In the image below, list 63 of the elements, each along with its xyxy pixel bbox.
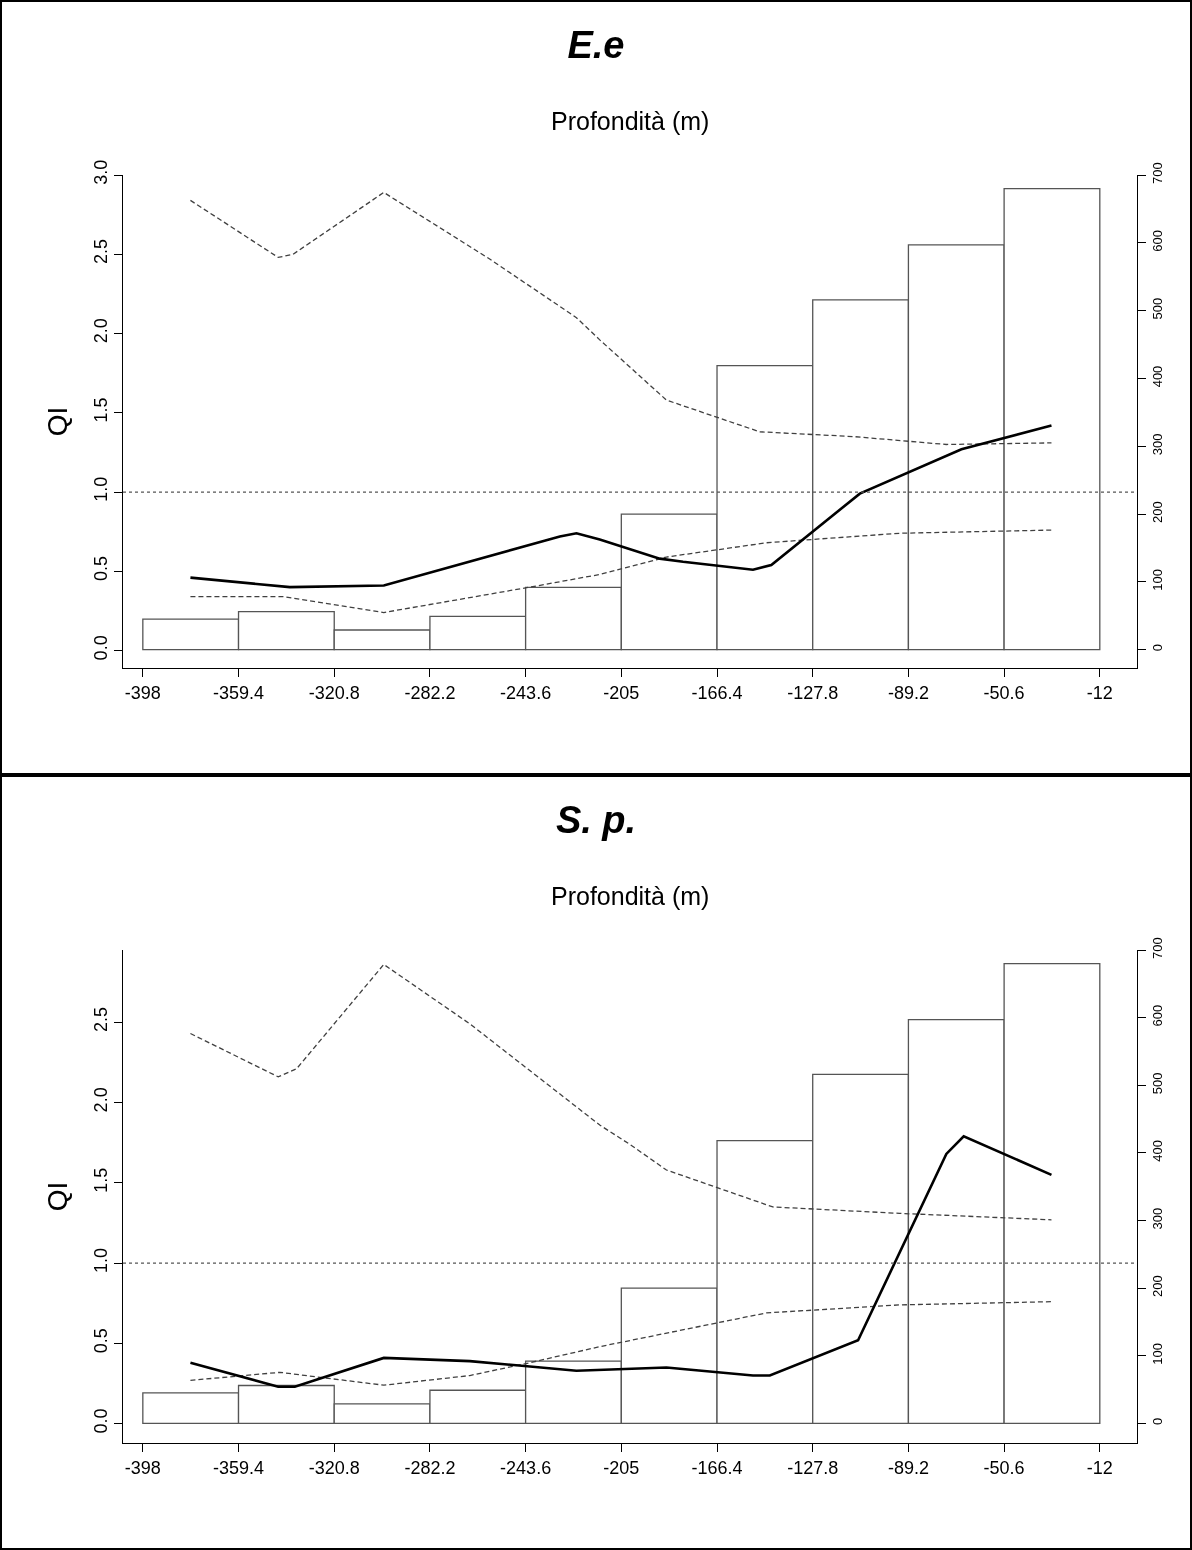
y2-tick-label: 500 [1149,1072,1165,1095]
y2-tick-label: 600 [1149,230,1165,252]
y-tick-label: 2.5 [90,239,111,265]
y2-tick-label: 400 [1149,1140,1165,1162]
x-tick-label: -50.6 [983,1457,1025,1478]
y-tick-label: 0.5 [90,556,111,582]
y-tick-label: 1.5 [90,397,111,423]
line-series [189,1134,1053,1389]
x-tick-label: -398 [124,1457,161,1478]
y2-tick-label: 100 [1149,569,1165,591]
x-tick-label: -89.2 [887,682,929,703]
chart-title: E.e [567,24,625,67]
y2-tick-label: 500 [1149,297,1165,320]
x-tick-label: -166.4 [691,682,743,703]
y2-tick-label: 100 [1149,1342,1165,1365]
x-tick-label: -205 [603,1457,640,1478]
chart-title: S. p. [555,799,637,842]
y2-tick-label: 0 [1149,644,1165,652]
y-tick-label: 2.0 [90,318,111,344]
y-tick-label: 2.0 [90,1087,111,1113]
x-tick-label: -205 [603,682,640,703]
y2-tick-label: 700 [1149,937,1165,959]
y-axis-title: QI [42,1181,74,1212]
x-axis-title: Profondità (m) [551,107,710,135]
y-axis-title: QI [42,406,74,437]
x-tick-label: -359.4 [213,682,265,703]
x-tick-label: -320.8 [308,682,360,703]
y-tick-label: 0.0 [90,635,111,661]
line-series [189,1301,1053,1386]
x-tick-label: -359.4 [213,1457,265,1478]
x-tick-label: -127.8 [787,1457,839,1478]
line-series [189,424,1053,589]
y-tick-label: 0.0 [90,1408,111,1434]
x-tick-label: -12 [1086,682,1113,703]
y-tick-label: 1.5 [90,1167,111,1193]
x-tick-label: -12 [1086,1457,1113,1478]
line-series [189,529,1053,614]
y-tick-label: 1.0 [90,1247,111,1273]
line-series [189,963,1053,1221]
x-tick-label: -243.6 [500,1457,552,1478]
y2-tick-label: 400 [1149,365,1165,388]
y2-tick-label: 300 [1149,433,1165,456]
x-tick-label: -282.2 [404,682,456,703]
y-tick-label: 2.5 [90,1007,111,1033]
x-tick-label: -320.8 [308,1457,360,1478]
x-tick-label: -127.8 [787,682,839,703]
y2-tick-label: 200 [1149,501,1165,523]
y-tick-label: 1.0 [90,476,111,502]
x-tick-label: -89.2 [887,1457,929,1478]
x-tick-label: -166.4 [691,1457,743,1478]
y2-tick-label: 0 [1149,1417,1165,1426]
y2-tick-label: 300 [1149,1207,1165,1230]
x-axis-title: Profondità (m) [551,882,710,910]
y2-tick-label: 600 [1149,1004,1165,1027]
x-tick-label: -243.6 [500,682,552,703]
y-tick-label: 3.0 [90,159,111,185]
x-tick-label: -398 [124,682,161,703]
x-tick-label: -282.2 [404,1457,456,1478]
line-series [189,191,1053,446]
y2-tick-label: 700 [1149,162,1165,184]
y2-tick-label: 200 [1149,1275,1165,1298]
y-tick-label: 0.5 [90,1328,111,1354]
x-tick-label: -50.6 [983,682,1025,703]
